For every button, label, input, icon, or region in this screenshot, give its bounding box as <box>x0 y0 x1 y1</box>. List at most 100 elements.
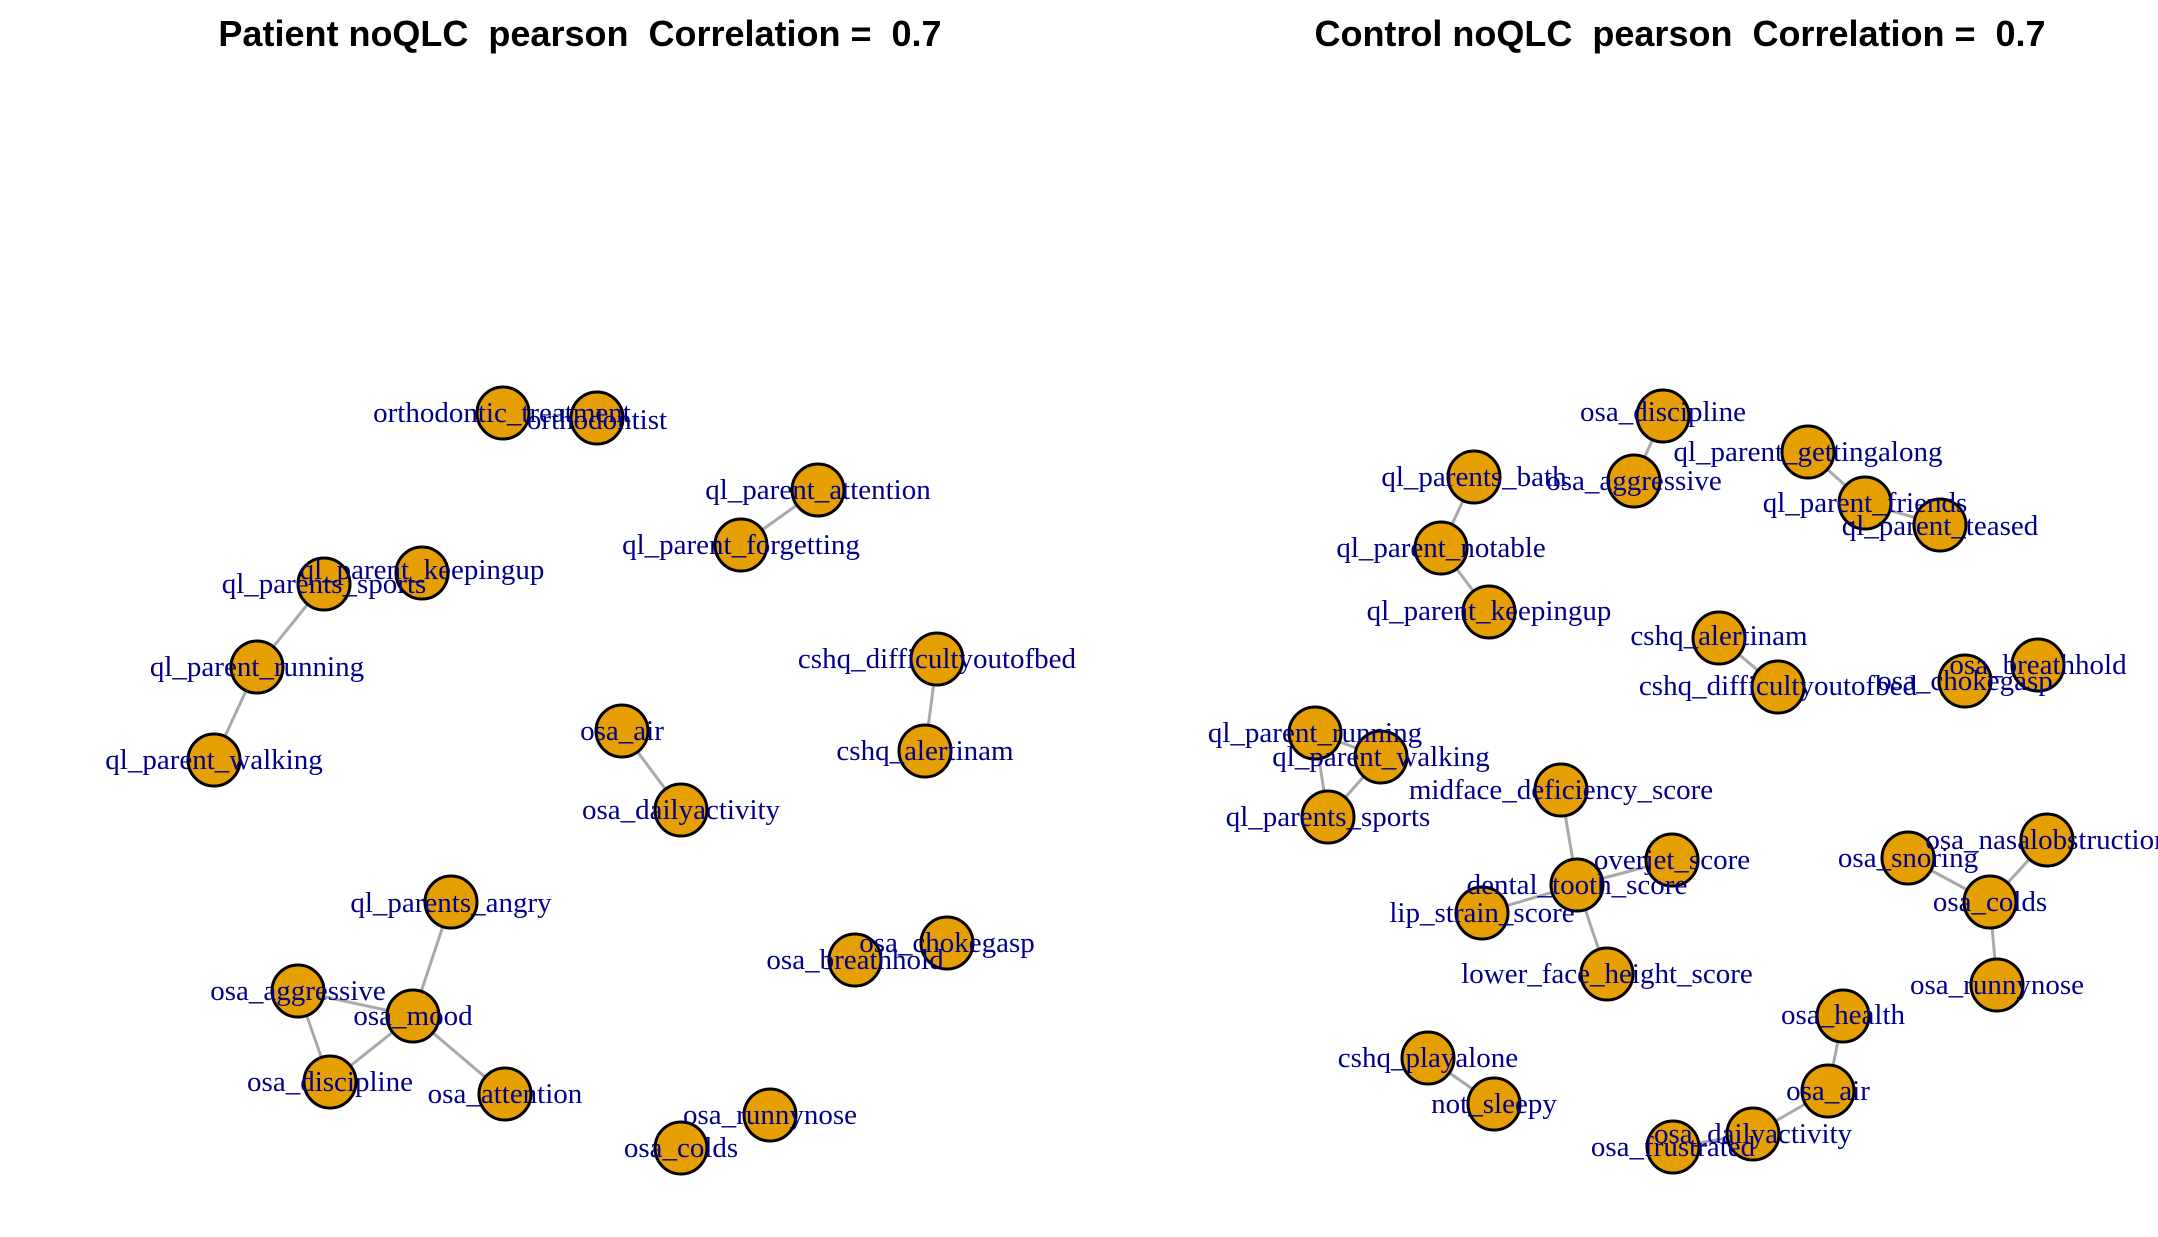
node-cshq_alertinam <box>1691 610 1747 666</box>
node-label-ql_parent_walking: ql_parent_walking <box>1272 741 1489 773</box>
node-label-lower_face_height_score: lower_face_height_score <box>1461 958 1752 990</box>
node-label-osa_runnynose: osa_runnynose <box>683 1099 857 1131</box>
node-label-osa_frustrated: osa_frustrated <box>1591 1131 1756 1163</box>
node-label-orthodontist: orthodontist <box>527 404 667 436</box>
node-label-osa_health: osa_health <box>1781 999 1906 1031</box>
node-osa_discipline <box>302 1054 358 1110</box>
patient-nodes <box>186 385 975 1176</box>
node-label-overjet_score: overjet_score <box>1594 844 1750 876</box>
node-osa_attention <box>477 1066 533 1122</box>
node-ql_parent_notable <box>1413 520 1469 576</box>
node-label-ql_parents_sports: ql_parents_sports <box>1226 801 1431 833</box>
node-ql_parent_running <box>1287 705 1343 761</box>
node-osa_dailyactivity <box>1725 1106 1781 1162</box>
node-cshq_difficultyoutofbed <box>909 631 965 687</box>
node-label-osa_aggressive: osa_aggressive <box>1546 465 1722 497</box>
node-osa_chokegasp <box>919 915 975 971</box>
node-label-osa_dailyactivity: osa_dailyactivity <box>1654 1118 1853 1150</box>
node-label-ql_parent_attention: ql_parent_attention <box>705 474 931 506</box>
node-ql_parent_gettingalong <box>1780 424 1836 480</box>
node-lip_strain_score <box>1454 885 1510 941</box>
node-osa_frustrated <box>1645 1119 1701 1175</box>
node-label-cshq_difficultyoutofbed: cshq_difficultyoutofbed <box>798 643 1077 675</box>
node-ql_parent_teased <box>1912 497 1968 553</box>
node-label-dental_tooth_score: dental_tooth_score <box>1467 869 1688 901</box>
node-label-osa_discipline: osa_discipline <box>247 1066 413 1098</box>
node-ql_parent_keepingup <box>394 545 450 601</box>
node-label-osa_air: osa_air <box>580 715 664 747</box>
node-cshq_alertinam <box>897 723 953 779</box>
node-ql_parents_sports <box>1300 789 1356 845</box>
control-nodes <box>1287 388 2075 1175</box>
node-label-osa_breathhold: osa_breathhold <box>1949 649 2127 681</box>
node-osa_breathhold <box>827 932 883 988</box>
node-label-ql_parent_running: ql_parent_running <box>150 651 364 683</box>
node-lower_face_height_score <box>1579 946 1635 1002</box>
node-label-ql_parent_notable: ql_parent_notable <box>1336 532 1545 564</box>
control-panel-title: Control noQLC pearson Correlation = 0.7 <box>1314 13 2045 54</box>
node-ql_parent_friends <box>1837 475 1893 531</box>
node-label-osa_breathhold: osa_breathhold <box>766 944 944 976</box>
node-label-osa_runnynose: osa_runnynose <box>1910 969 2084 1001</box>
node-label-ql_parents_bath: ql_parents_bath <box>1381 461 1567 493</box>
control-network: osa_discipline osa_aggressiveql_parent_ge… <box>1208 388 2158 1175</box>
node-label-ql_parent_walking: ql_parent_walking <box>105 744 322 776</box>
node-label-lip_strain_score: lip_strain_score <box>1389 897 1574 929</box>
node-label-osa_snoring: osa_snoring <box>1838 842 1978 874</box>
node-ql_parent_walking <box>1353 729 1409 785</box>
node-osa_colds <box>1962 874 2018 930</box>
node-label-cshq_difficultyoutofbed: cshq_difficultyoutofbed <box>1639 670 1918 702</box>
node-dental_tooth_score <box>1549 857 1605 913</box>
node-osa_runnynose <box>742 1087 798 1143</box>
node-osa_aggressive <box>1606 453 1662 509</box>
node-ql_parent_forgetting <box>713 517 769 573</box>
node-ql_parents_bath <box>1446 449 1502 505</box>
node-orthodontist <box>569 390 625 446</box>
node-label-cshq_alertinam: cshq_alertinam <box>836 735 1014 767</box>
node-osa_colds <box>653 1120 709 1176</box>
node-osa_air <box>594 703 650 759</box>
node-osa_chokegasp <box>1937 653 1993 709</box>
node-label-not_sleepy: not_sleepy <box>1431 1088 1557 1120</box>
node-label-osa_dailyactivity: osa_dailyactivity <box>582 794 781 826</box>
node-ql_parent_running <box>229 639 285 695</box>
node-orthodontic_treatment <box>475 385 531 441</box>
node-label-osa_discipline: osa_discipline <box>1580 396 1746 428</box>
node-osa_snoring <box>1880 830 1936 886</box>
node-label-cshq_playalone: cshq_playalone <box>1338 1042 1518 1074</box>
node-ql_parents_angry <box>423 874 479 930</box>
node-label-osa_attention: osa_attention <box>428 1078 583 1110</box>
node-label-cshq_alertinam: cshq_alertinam <box>1630 620 1808 652</box>
node-label-osa_mood: osa_mood <box>353 1000 473 1032</box>
control-labels: osa_discipline osa_aggressiveql_parent_ge… <box>1208 396 2158 1163</box>
node-label-osa_chokegasp: osa_chokegasp <box>1877 665 2053 697</box>
node-label-ql_parent_forgetting: ql_parent_forgetting <box>622 529 860 561</box>
node-label-osa_air: osa_air <box>1786 1075 1870 1107</box>
node-cshq_playalone <box>1400 1030 1456 1086</box>
patient-panel-title: Patient noQLC pearson Correlation = 0.7 <box>218 13 941 54</box>
node-ql_parent_attention <box>790 462 846 518</box>
node-osa_breathhold <box>2010 637 2066 693</box>
node-label-ql_parent_running: ql_parent_running <box>1208 717 1422 749</box>
node-ql_parents_sports <box>296 556 352 612</box>
node-osa_discipline <box>1635 388 1691 444</box>
node-label-ql_parent_teased: ql_parent_teased <box>1842 510 2039 542</box>
node-label-midface_deficiency_score: midface_deficiency_score <box>1409 774 1713 806</box>
node-label-ql_parents_sports: ql_parents_sports <box>222 568 427 600</box>
node-label-ql_parent_friends: ql_parent_friends <box>1763 487 1968 519</box>
node-osa_aggressive <box>270 963 326 1019</box>
node-osa_air <box>1800 1063 1856 1119</box>
node-cshq_difficultyoutofbed <box>1750 659 1806 715</box>
node-label-osa_colds: osa_colds <box>624 1132 738 1164</box>
node-label-ql_parents_angry: ql_parents_angry <box>350 887 552 919</box>
node-label-ql_parent_keepingup: ql_parent_keepingup <box>300 554 545 586</box>
node-osa_dailyactivity <box>653 782 709 838</box>
node-label-osa_chokegasp: osa_chokegasp <box>859 927 1035 959</box>
node-midface_deficiency_score <box>1533 762 1589 818</box>
node-label-osa_colds: osa_colds <box>1933 886 2047 918</box>
node-label-orthodontic_treatment: orthodontic_treatment <box>373 397 631 429</box>
node-osa_nasalobstruction <box>2019 812 2075 868</box>
node-overjet_score <box>1644 832 1700 888</box>
